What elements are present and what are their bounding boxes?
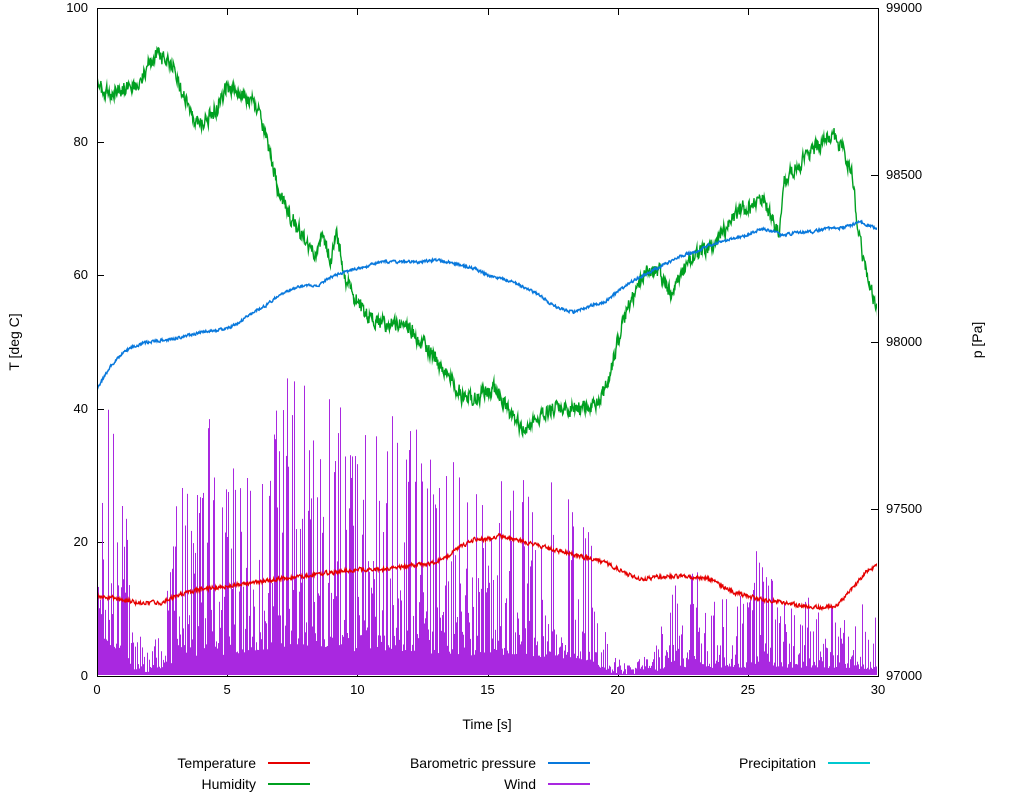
legend-item: Wind [310,773,590,794]
legend-line-sample [548,761,590,764]
left-axis-title: T [deg C] [6,313,22,371]
legend-label: Wind [504,775,536,792]
legend-line-sample [268,782,310,785]
legend-line-sample [268,761,310,764]
legend: Temperature Barometric pressure Precipitat… [30,752,890,794]
legend-label: Precipitation [738,754,816,771]
right-axis-title: p [Pa] [969,321,985,359]
legend-label: Barometric pressure [409,754,536,771]
legend-item: Barometric pressure [310,752,590,773]
legend-item: Precipitation [590,752,870,773]
legend-label: Humidity [201,775,256,792]
legend-line-sample [548,782,590,785]
x-axis-title: Time [s] [462,716,512,732]
legend-line-sample [828,761,870,764]
legend-item: Humidity [30,773,310,794]
legend-label: Temperature [177,754,256,771]
legend-item: Temperature [30,752,310,773]
legend-empty-cell [590,773,870,794]
